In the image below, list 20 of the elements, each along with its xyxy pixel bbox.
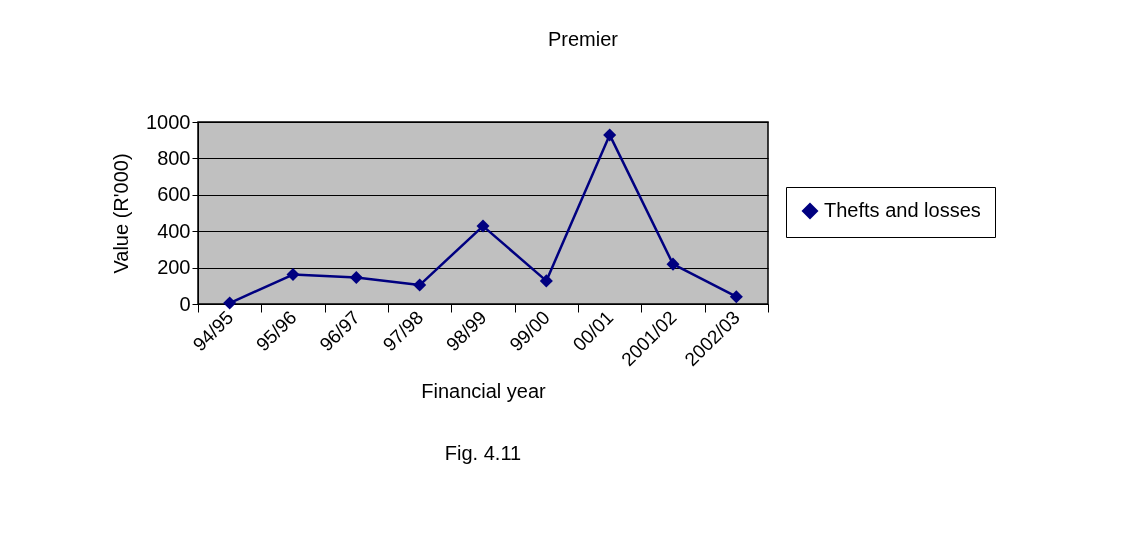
- y-tick-label: 600: [157, 183, 191, 206]
- y-tick-label: 1000: [146, 110, 191, 133]
- y-tick-label: 200: [157, 256, 191, 279]
- point: [286, 268, 300, 282]
- y-axis-title: Value (R'000): [110, 153, 133, 274]
- point: [349, 270, 363, 284]
- point: [413, 278, 427, 292]
- chart-title: Premier: [547, 28, 619, 50]
- point: [223, 296, 237, 310]
- y-tick-label: 0: [179, 292, 191, 315]
- point: [666, 257, 680, 271]
- legend-label: Thefts and losses: [824, 199, 981, 221]
- point: [729, 290, 743, 304]
- point: [539, 274, 553, 288]
- y-tick-label: 400: [157, 219, 191, 242]
- x-axis-title: Financial year: [421, 380, 547, 403]
- y-tick-label: 800: [157, 146, 191, 169]
- point: [476, 219, 490, 233]
- caption: Fig. 4.11: [444, 442, 522, 464]
- point: [603, 128, 617, 142]
